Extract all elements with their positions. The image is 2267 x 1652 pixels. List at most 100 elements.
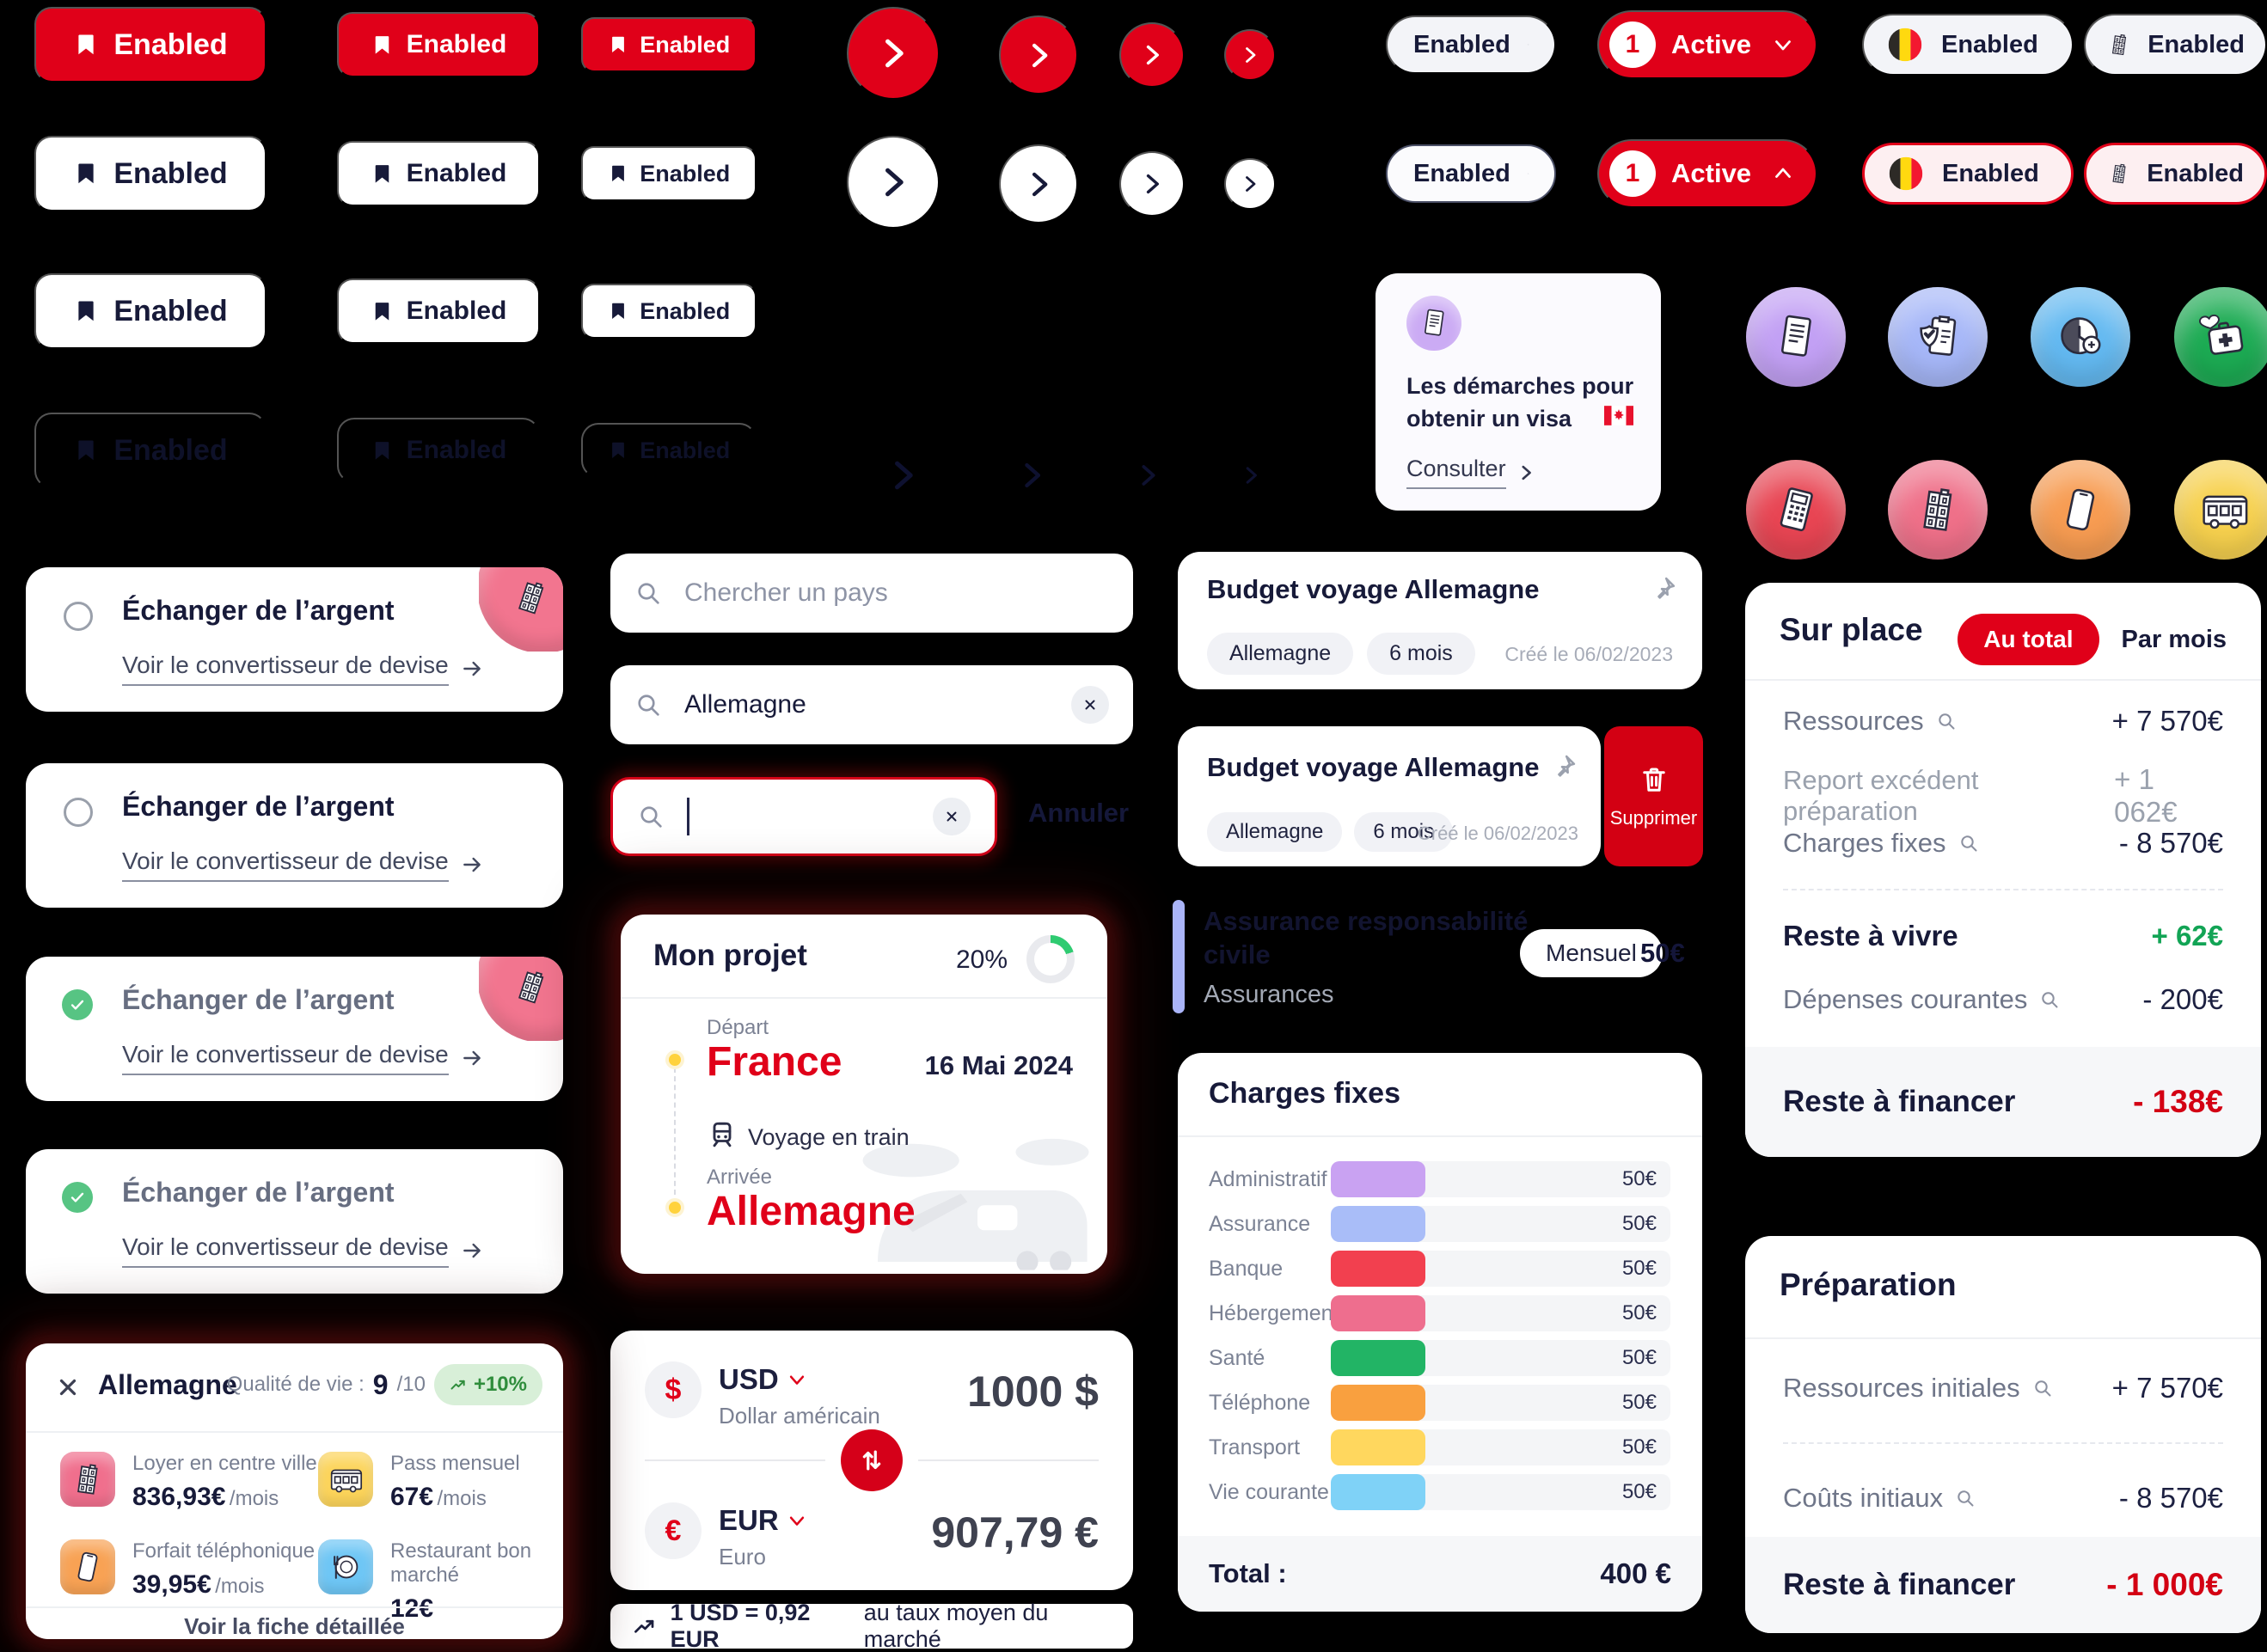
currency-converter-link[interactable]: Voir le convertisseur de devise — [122, 1233, 483, 1268]
building-pill-selected[interactable]: Enabled — [2084, 143, 2267, 205]
charge-row-telephone: Téléphone 50€ — [1209, 1385, 1670, 1421]
bookmark-button-small-secondary[interactable]: Enabled — [581, 146, 757, 201]
tag-duration[interactable]: 6 mois — [1367, 633, 1475, 675]
bookmark-button-medium-secondary[interactable]: Enabled — [337, 141, 540, 206]
cancel-search-button[interactable]: Annuler — [1028, 798, 1130, 828]
next-circle-button-xl-secondary[interactable] — [847, 136, 940, 229]
bookmark-button-large-secondary[interactable]: Enabled — [34, 136, 267, 211]
bookmark-button-large-tertiary[interactable]: Enabled — [34, 273, 267, 349]
active-filter-pill-collapsed[interactable]: 1 Active — [1597, 10, 1817, 79]
active-filter-pill-expanded[interactable]: 1 Active — [1597, 139, 1817, 208]
close-icon[interactable] — [55, 1374, 81, 1400]
chevron-right-icon — [1023, 168, 1055, 200]
country-detail-link[interactable]: Voir la fiche détaillée — [184, 1613, 405, 1639]
building-pill[interactable]: Enabled — [2084, 14, 2267, 76]
pin-icon[interactable] — [1649, 574, 1678, 603]
search-icon[interactable] — [2032, 1378, 2053, 1398]
toggle-par-mois[interactable]: Par mois — [2121, 625, 2227, 653]
next-circle-button-xl[interactable] — [847, 7, 940, 100]
next-circle-button-lg[interactable] — [999, 15, 1078, 95]
visa-consult-link[interactable]: Consulter — [1406, 456, 1535, 489]
next-circle-button-md-secondary[interactable] — [1119, 151, 1185, 217]
row-value: + 1 062€ — [2114, 763, 2178, 828]
chevron-right-icon — [874, 34, 912, 72]
check-circle-icon[interactable] — [62, 989, 93, 1020]
search-icon[interactable] — [1958, 833, 1979, 854]
charge-bar — [1331, 1251, 1425, 1287]
budget-card[interactable]: Budget voyage Allemagne Allemagne 6 mois… — [1178, 552, 1702, 689]
dropdown-pill-collapsed[interactable]: Enabled — [1386, 15, 1556, 74]
search-icon[interactable] — [1936, 711, 1957, 731]
currency-converter-link[interactable]: Voir le convertisseur de devise — [122, 652, 483, 686]
bookmark-button-medium[interactable]: Enabled — [337, 12, 540, 77]
row-value: - 200€ — [2142, 983, 2223, 1015]
search-icon[interactable] — [1955, 1488, 1976, 1508]
expense-title: Assurance responsabilité civile — [1204, 906, 1529, 970]
category-icon-health[interactable] — [2174, 287, 2267, 387]
bookmark-button-medium-tertiary[interactable]: Enabled — [337, 278, 540, 344]
charge-label: Administratif — [1209, 1166, 1327, 1191]
category-icon-calculator[interactable] — [1746, 460, 1846, 560]
budget-card-swiped[interactable]: Budget voyage Allemagne Allemagne 6 mois… — [1178, 726, 1601, 866]
expense-frequency-badge[interactable]: Mensuel — [1520, 929, 1663, 977]
delete-budget-button[interactable]: Supprimer — [1604, 726, 1703, 866]
next-circle-button-sm-secondary[interactable] — [1224, 158, 1276, 210]
departure-country[interactable]: France — [707, 1039, 842, 1085]
currency-converter-link[interactable]: Voir le convertisseur de devise — [122, 847, 483, 882]
tag-country[interactable]: Allemagne — [1207, 633, 1354, 675]
to-amount-value: 907,79 € — [931, 1508, 1099, 1557]
bookmark-button-label: Enabled — [113, 294, 228, 327]
clear-search-button[interactable] — [933, 798, 971, 835]
to-currency-select[interactable]: EUR — [719, 1504, 806, 1537]
category-icon-time[interactable] — [2031, 287, 2130, 387]
country-flag-pill[interactable]: Enabled — [1862, 14, 2074, 76]
tag-duration[interactable]: 6 mois — [1354, 812, 1454, 852]
row-value: + 62€ — [2151, 920, 2224, 951]
tag-country[interactable]: Allemagne — [1207, 812, 1343, 852]
check-circle-icon[interactable] — [62, 1182, 93, 1213]
country-search-input-empty[interactable]: Chercher un pays — [610, 554, 1133, 633]
country-flag-pill-selected[interactable]: Enabled — [1862, 143, 2074, 205]
charge-label: Téléphone — [1209, 1390, 1311, 1415]
bookmark-button-small[interactable]: Enabled — [581, 17, 757, 72]
dropdown-pill-expanded[interactable]: Enabled — [1386, 144, 1556, 203]
bookmark-button-large[interactable]: Enabled — [34, 7, 267, 83]
exchange-card-unchecked[interactable]: Échanger de l’argent Voir le convertisse… — [26, 763, 563, 908]
chevron-down-icon — [787, 1370, 806, 1389]
departure-date[interactable]: 16 Mai 2024 — [924, 1050, 1073, 1080]
eur-symbol-circle: € — [645, 1502, 702, 1559]
category-icon-insurance[interactable] — [1888, 287, 1988, 387]
pin-icon[interactable] — [1549, 752, 1578, 781]
toggle-au-total[interactable]: Au total — [1958, 614, 2099, 665]
category-icon-bus[interactable] — [2174, 460, 2267, 560]
currency-converter-link[interactable]: Voir le convertisseur de devise — [122, 1041, 483, 1075]
category-icon-documents[interactable] — [1746, 287, 1846, 387]
expense-list-item[interactable]: Assurance responsabilité civile Assuranc… — [1169, 898, 1715, 1019]
next-circle-button-md[interactable] — [1119, 22, 1185, 88]
exchange-card-checked-badged[interactable]: Échanger de l’argent Voir le convertisse… — [26, 957, 563, 1101]
arrival-country[interactable]: Allemagne — [707, 1189, 916, 1234]
country-search-input-focused[interactable] — [610, 777, 997, 856]
next-circle-button-sm[interactable] — [1224, 29, 1276, 81]
project-summary-card[interactable]: Mon projet 20% Départ France 16 Mai 2024… — [621, 915, 1107, 1274]
radio-unchecked-icon[interactable] — [64, 602, 93, 631]
swap-currencies-button[interactable] — [841, 1429, 903, 1491]
chevron-down-icon — [787, 1511, 806, 1530]
category-icon-housing[interactable] — [1888, 460, 1988, 560]
next-button-disabled — [1134, 462, 1161, 489]
exchange-card-unchecked-badged[interactable]: Échanger de l’argent Voir le convertisse… — [26, 567, 563, 712]
country-search-input-filled[interactable]: Allemagne — [610, 665, 1133, 744]
next-circle-button-lg-secondary[interactable] — [999, 144, 1078, 223]
search-icon[interactable] — [2039, 989, 2060, 1010]
exchange-card-checked[interactable]: Échanger de l’argent Voir le convertisse… — [26, 1149, 563, 1294]
clear-search-button[interactable] — [1071, 686, 1109, 724]
bookmark-button-label: Enabled — [640, 437, 731, 463]
radio-unchecked-icon[interactable] — [64, 798, 93, 827]
from-amount-input[interactable]: 1000 $ — [967, 1367, 1099, 1416]
bookmark-button-small-tertiary[interactable]: Enabled — [581, 284, 757, 339]
on-site-title: Sur place — [1780, 612, 1923, 647]
from-currency-select[interactable]: USD — [719, 1363, 806, 1396]
visa-info-card[interactable]: Les démarches pour obtenir un visa Consu… — [1376, 273, 1661, 511]
row-value: + 7 570€ — [2111, 705, 2223, 737]
category-icon-phone[interactable] — [2031, 460, 2130, 560]
